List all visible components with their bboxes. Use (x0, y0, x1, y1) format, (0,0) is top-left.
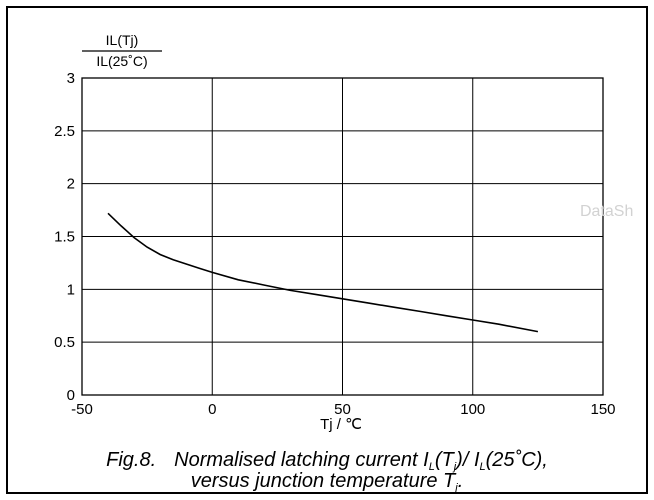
y-tick-label: 0 (67, 387, 75, 404)
caption-subscript: j (455, 482, 458, 494)
x-axis-label: Tj / ℃ (320, 416, 362, 433)
figure-caption-line2: versus junction temperature Tj. (0, 470, 654, 494)
y-tick-labels: 0 0.5 1 1.5 2 2.5 3 (54, 70, 75, 404)
caption-text: versus junction temperature T (190, 470, 456, 492)
caption-text: (25˚C), (485, 449, 548, 471)
x-tick-labels: -50 0 50 100 150 (71, 401, 615, 418)
x-tick-label: -50 (71, 401, 93, 418)
x-tick-label: 150 (590, 401, 615, 418)
caption-subscript: L (479, 461, 486, 473)
caption-text: )/ I (456, 449, 480, 471)
grid-lines (82, 78, 603, 395)
figure-number: Fig.8. (106, 449, 157, 471)
y-tick-label: 1 (67, 281, 75, 298)
caption-subscript: L (428, 461, 435, 473)
y-tick-label: 2 (67, 176, 75, 193)
y-axis-label: IL(Tj) IL(25˚C) (82, 32, 162, 69)
y-tick-label: 0.5 (54, 334, 75, 351)
caption-text: . (457, 470, 464, 492)
y-label-numerator: IL(Tj) (106, 32, 139, 48)
x-tick-label: 0 (208, 401, 216, 418)
caption-subscript: j (453, 461, 457, 473)
caption-text: (T (434, 449, 454, 471)
figure-frame (6, 6, 648, 494)
y-tick-label: 3 (67, 70, 75, 87)
x-tick-label: 100 (460, 401, 485, 418)
y-label-denominator: IL(25˚C) (96, 53, 147, 69)
y-tick-label: 2.5 (54, 123, 75, 140)
plot-area-border (81, 77, 604, 396)
series-line (107, 212, 539, 333)
figure-caption-line1: Fig.8. Normalised latching current IL(Tj)… (0, 449, 654, 473)
caption-text: Normalised latching current I (174, 449, 429, 471)
watermark-text: DataSh (580, 203, 634, 220)
x-tick-label: 50 (334, 401, 351, 418)
y-tick-label: 1.5 (54, 229, 75, 246)
